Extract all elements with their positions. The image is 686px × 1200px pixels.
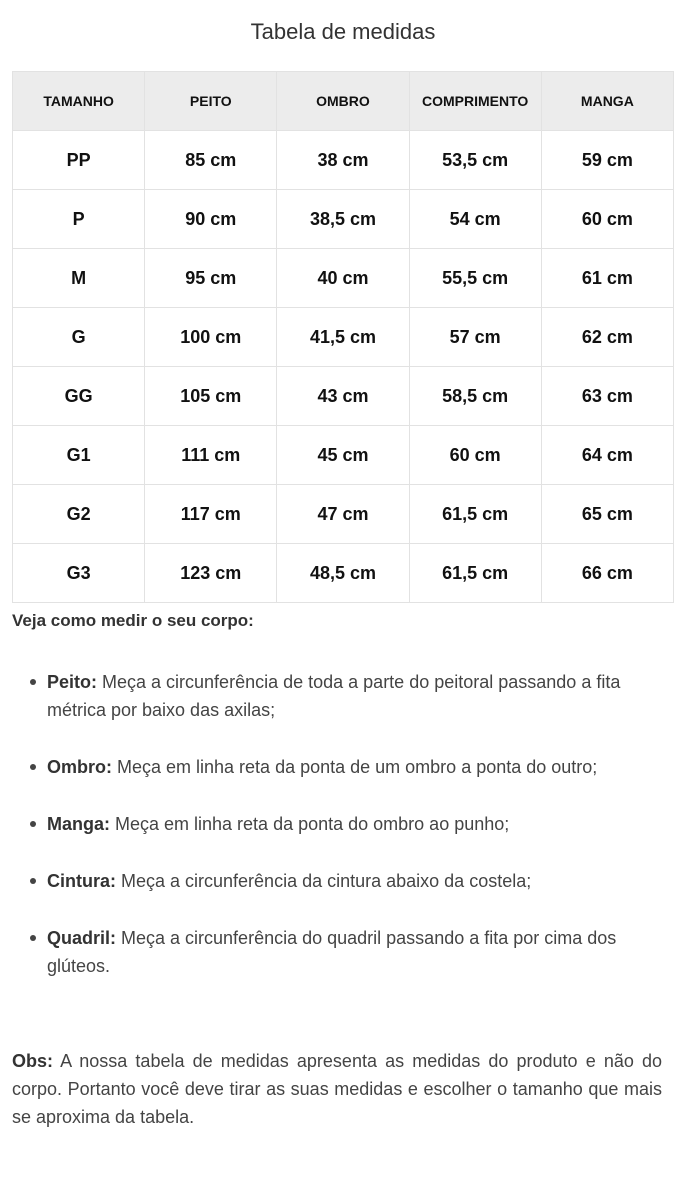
table-cell: 85 cm <box>144 130 278 190</box>
table-cell: 117 cm <box>144 484 278 544</box>
table-cell: 53,5 cm <box>408 130 542 190</box>
guide-item-text: Meça a circunferência da cintura abaixo … <box>116 871 532 891</box>
guide-item-label: Quadril: <box>47 928 117 948</box>
table-cell: M <box>11 248 146 308</box>
table-cell: 48,5 cm <box>276 543 410 603</box>
table-cell: 38 cm <box>276 130 410 190</box>
table-cell: 63 cm <box>540 366 675 426</box>
guide-item: Cintura: Meça a circunferência da cintur… <box>30 867 674 895</box>
table-row: G 100 cm 41,5 cm 57 cm 62 cm <box>11 307 675 367</box>
column-header: MANGA <box>540 71 675 131</box>
guide-item-text: Meça a circunferência de toda a parte do… <box>47 672 621 720</box>
table-cell: 105 cm <box>144 366 278 426</box>
table-cell: 43 cm <box>276 366 410 426</box>
obs-text: A nossa tabela de medidas apresenta as m… <box>12 1051 662 1127</box>
table-cell: 38,5 cm <box>276 189 410 249</box>
table-cell: 64 cm <box>540 425 675 485</box>
table-cell: 57 cm <box>408 307 542 367</box>
table-cell: 65 cm <box>540 484 675 544</box>
table-cell: 41,5 cm <box>276 307 410 367</box>
guide-item-text: Meça em linha reta da ponta de um ombro … <box>112 757 598 777</box>
table-row: G3 123 cm 48,5 cm 61,5 cm 66 cm <box>11 543 675 603</box>
obs-label: Obs: <box>12 1051 54 1071</box>
table-row: G1 111 cm 45 cm 60 cm 64 cm <box>11 425 675 485</box>
table-cell: 61,5 cm <box>408 543 542 603</box>
table-cell: 45 cm <box>276 425 410 485</box>
table-cell: G1 <box>11 425 146 485</box>
guide-item: Ombro: Meça em linha reta da ponta de um… <box>30 753 674 781</box>
column-header: PEITO <box>144 71 278 131</box>
table-cell: 100 cm <box>144 307 278 367</box>
table-cell: 123 cm <box>144 543 278 603</box>
guide-item-text: Meça em linha reta da ponta do ombro ao … <box>110 814 510 834</box>
table-cell: 47 cm <box>276 484 410 544</box>
table-cell: G <box>11 307 146 367</box>
table-row: PP 85 cm 38 cm 53,5 cm 59 cm <box>11 130 675 190</box>
guide-item-label: Manga: <box>47 814 110 834</box>
table-cell: 59 cm <box>540 130 675 190</box>
table-row: P 90 cm 38,5 cm 54 cm 60 cm <box>11 189 675 249</box>
table-cell: 111 cm <box>144 425 278 485</box>
table-cell: P <box>11 189 146 249</box>
guide-heading: Veja como medir o seu corpo: <box>12 611 254 630</box>
column-header: COMPRIMENTO <box>408 71 542 131</box>
table-cell: 62 cm <box>540 307 675 367</box>
obs-note: Obs: A nossa tabela de medidas apresenta… <box>12 1047 662 1131</box>
table-header-row: TAMANHO PEITO OMBRO COMPRIMENTO MANGA <box>11 71 675 131</box>
column-header: OMBRO <box>276 71 410 131</box>
table-cell: PP <box>11 130 146 190</box>
table-cell: 66 cm <box>540 543 675 603</box>
table-cell: 60 cm <box>540 189 675 249</box>
guide-item-label: Peito: <box>47 672 98 692</box>
guide-item-text: Meça a circunferência do quadril passand… <box>47 928 617 976</box>
guide-item: Manga: Meça em linha reta da ponta do om… <box>30 810 674 838</box>
column-header: TAMANHO <box>11 71 146 131</box>
guide-item-label: Cintura: <box>47 871 116 891</box>
page-title: Tabela de medidas <box>250 19 436 44</box>
measurement-guide-list: Peito: Meça a circunferência de toda a p… <box>12 668 674 1009</box>
size-table: TAMANHO PEITO OMBRO COMPRIMENTO MANGA PP 85 c… <box>11 71 675 603</box>
table-cell: 90 cm <box>144 189 278 249</box>
table-cell: G2 <box>11 484 146 544</box>
table-row: G2 117 cm 47 cm 61,5 cm 65 cm <box>11 484 675 544</box>
table-cell: 40 cm <box>276 248 410 308</box>
table-cell: 55,5 cm <box>408 248 542 308</box>
guide-item: Peito: Meça a circunferência de toda a p… <box>30 668 674 724</box>
table-cell: 61,5 cm <box>408 484 542 544</box>
table-cell: 58,5 cm <box>408 366 542 426</box>
table-cell: GG <box>11 366 146 426</box>
guide-item: Quadril: Meça a circunferência do quadri… <box>30 924 674 980</box>
table-cell: 54 cm <box>408 189 542 249</box>
guide-item-label: Ombro: <box>47 757 112 777</box>
table-cell: 60 cm <box>408 425 542 485</box>
table-cell: 61 cm <box>540 248 675 308</box>
table-cell: G3 <box>11 543 146 603</box>
table-row: M 95 cm 40 cm 55,5 cm 61 cm <box>11 248 675 308</box>
table-row: GG 105 cm 43 cm 58,5 cm 63 cm <box>11 366 675 426</box>
table-cell: 95 cm <box>144 248 278 308</box>
